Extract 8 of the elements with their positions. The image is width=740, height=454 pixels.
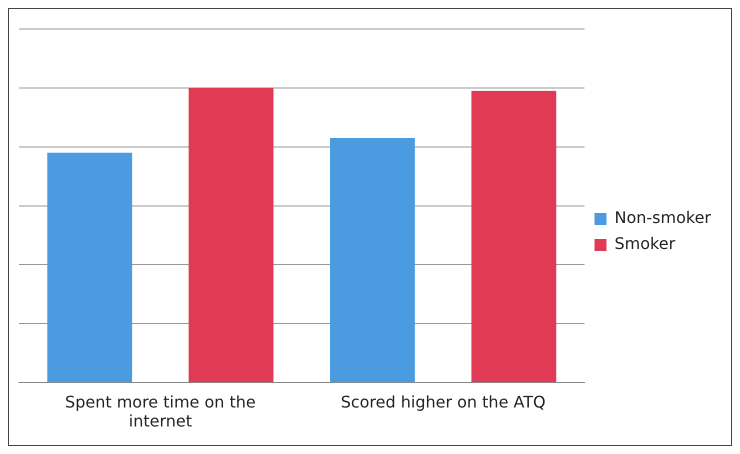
bar <box>330 138 415 382</box>
bar <box>47 152 132 382</box>
bar <box>471 90 556 382</box>
x-tick-label: Spent more time on the internet <box>65 392 256 431</box>
legend-label: Smoker <box>614 234 676 254</box>
legend-label: Non-smoker <box>614 208 712 228</box>
bar <box>188 88 274 382</box>
x-tick-label: Scored higher on the ATQ <box>340 392 546 412</box>
